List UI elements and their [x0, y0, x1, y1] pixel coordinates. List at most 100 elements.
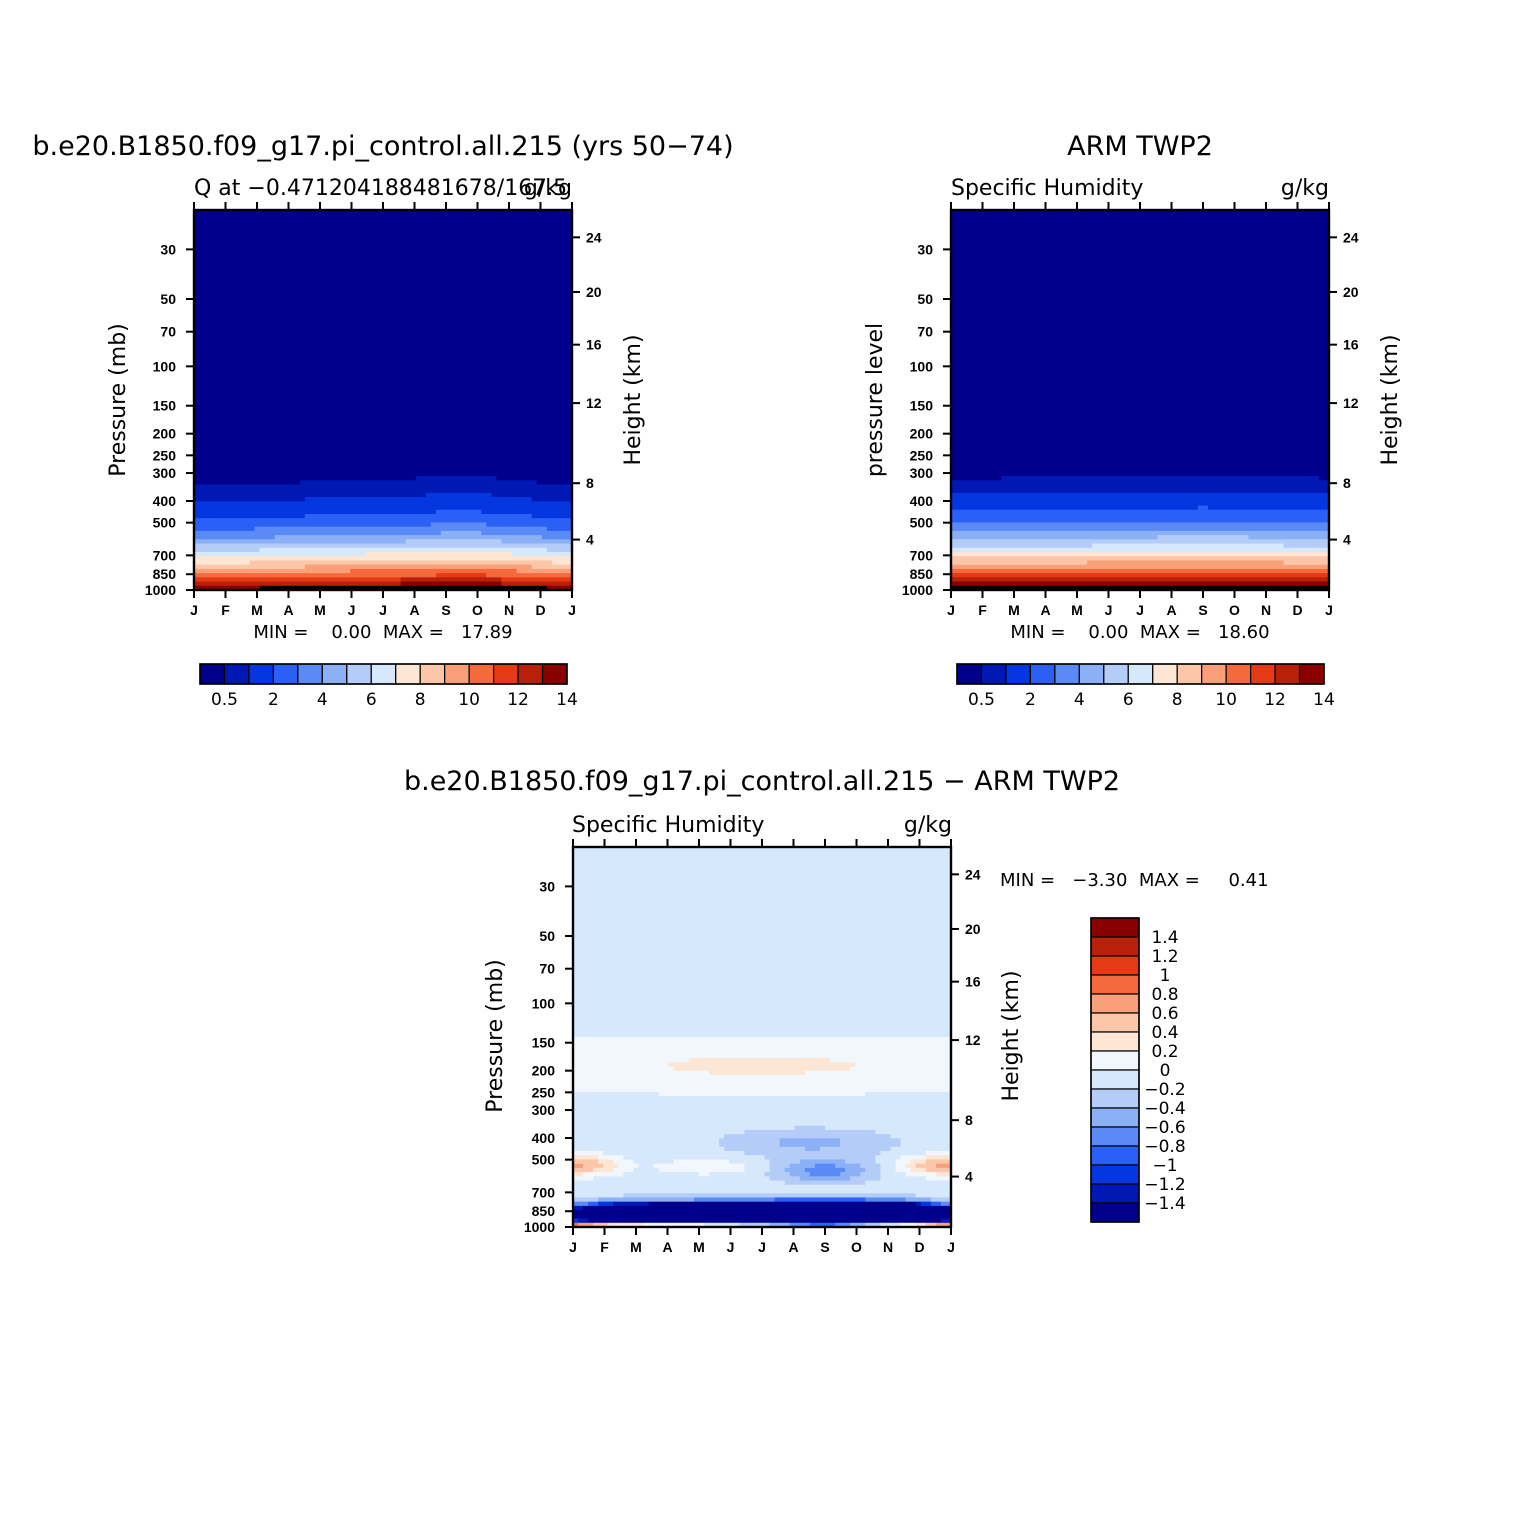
colorbar-label: 0.5 [211, 690, 238, 710]
field-cell [951, 505, 1199, 511]
field-cell [573, 906, 951, 911]
field-cell [573, 1201, 589, 1207]
y2-tick-label: 16 [1343, 337, 1359, 353]
field-cell [194, 429, 572, 435]
field-cell [194, 302, 572, 308]
panel-diff-left-label: Specific Humidity [572, 813, 764, 838]
x-tick-label: J [727, 1239, 735, 1255]
field-cell [951, 577, 1329, 583]
field-cell [951, 210, 1329, 215]
field-cell [194, 311, 572, 317]
field-cell [365, 552, 513, 557]
colorbar-box [223, 663, 250, 685]
field-cell [194, 357, 572, 363]
x-tick-label: J [947, 602, 955, 618]
field-cell [704, 1222, 740, 1227]
field-cell [951, 302, 1329, 308]
field-cell [951, 509, 1329, 515]
colorbar-box [346, 663, 372, 685]
colorbar-box [1078, 663, 1105, 685]
panel-model-left-label: Q at −0.471204188481678/167.5 [194, 176, 567, 201]
x-tick-label: O [1229, 602, 1240, 618]
field-cell [951, 235, 1329, 241]
field-cell [573, 1028, 951, 1034]
y-tick-label: 100 [910, 358, 934, 374]
field-cell [194, 509, 437, 515]
field-cell [951, 518, 1329, 524]
field-cell [194, 421, 572, 426]
field-cell [769, 1163, 791, 1169]
field-cell [194, 412, 572, 418]
field-cell [573, 855, 951, 861]
field-cell [789, 1172, 811, 1177]
field-cell [910, 1167, 927, 1173]
x-tick-label: S [441, 602, 450, 618]
panel-diff-y2label: Height (km) [999, 970, 1024, 1101]
field-cell [573, 944, 951, 949]
field-cell [850, 1066, 951, 1072]
field-cell [951, 412, 1329, 418]
y-tick-label: 200 [910, 426, 934, 442]
field-cell [194, 514, 306, 519]
field-cell [951, 442, 1329, 448]
field-cell [194, 492, 427, 498]
y2-tick-label: 12 [965, 1032, 981, 1048]
field-cell [573, 1087, 951, 1093]
colorbar-label: −0.4 [1144, 1099, 1185, 1119]
panel-obs-ylabel: pressure level [863, 323, 888, 477]
field-cell [194, 362, 572, 367]
colorbar-box [444, 663, 470, 685]
field-cell [709, 1070, 806, 1076]
field-cell [194, 218, 572, 224]
colorbar-box [1201, 663, 1227, 685]
field-cell [531, 514, 572, 519]
field-cell [194, 269, 572, 274]
field-cell [729, 1159, 771, 1165]
y2-tick-label: 16 [965, 974, 981, 990]
field-cell [658, 1091, 866, 1097]
field-cell [890, 1134, 951, 1139]
field-cell [194, 467, 572, 473]
colorbar-label: 2 [1025, 690, 1036, 710]
field-cell [573, 994, 951, 1000]
field-cell [573, 901, 951, 907]
field-cell [573, 935, 951, 941]
field-cell [573, 1041, 951, 1047]
field-cell [516, 568, 572, 574]
field-cell [573, 1138, 720, 1144]
field-cell [744, 1129, 876, 1135]
field-cell [900, 1155, 927, 1161]
field-cell [951, 239, 1329, 245]
field-cell [1157, 535, 1249, 540]
field-cell [573, 1176, 594, 1182]
field-cell [804, 1070, 951, 1076]
field-cell [915, 1201, 922, 1207]
field-cell [935, 1172, 951, 1177]
field-cell [573, 1100, 951, 1106]
field-cell [779, 1138, 841, 1144]
field-cell [194, 332, 572, 338]
field-cell [799, 1176, 851, 1182]
field-cell [425, 492, 492, 498]
x-tick-label: J [569, 1239, 577, 1255]
x-tick-label: A [1166, 602, 1176, 618]
field-cell [951, 564, 1329, 570]
field-cell [194, 425, 572, 431]
field-cell [194, 243, 572, 249]
field-cell [910, 1159, 927, 1165]
field-cell [573, 885, 951, 890]
field-cell [194, 585, 261, 590]
x-tick-label: A [409, 602, 419, 618]
colorbar-box [1090, 1183, 1140, 1204]
field-cell [194, 463, 572, 469]
x-tick-label: O [472, 602, 483, 618]
field-cell [573, 876, 951, 882]
field-cell [951, 336, 1329, 342]
field-cell [573, 1146, 725, 1152]
field-cell [491, 492, 572, 498]
panel-model-ylabel: Pressure (mb) [106, 323, 131, 477]
y-tick-label: 850 [910, 566, 934, 582]
x-tick-label: J [379, 602, 387, 618]
field-cell [769, 1159, 801, 1165]
field-cell [194, 416, 572, 422]
